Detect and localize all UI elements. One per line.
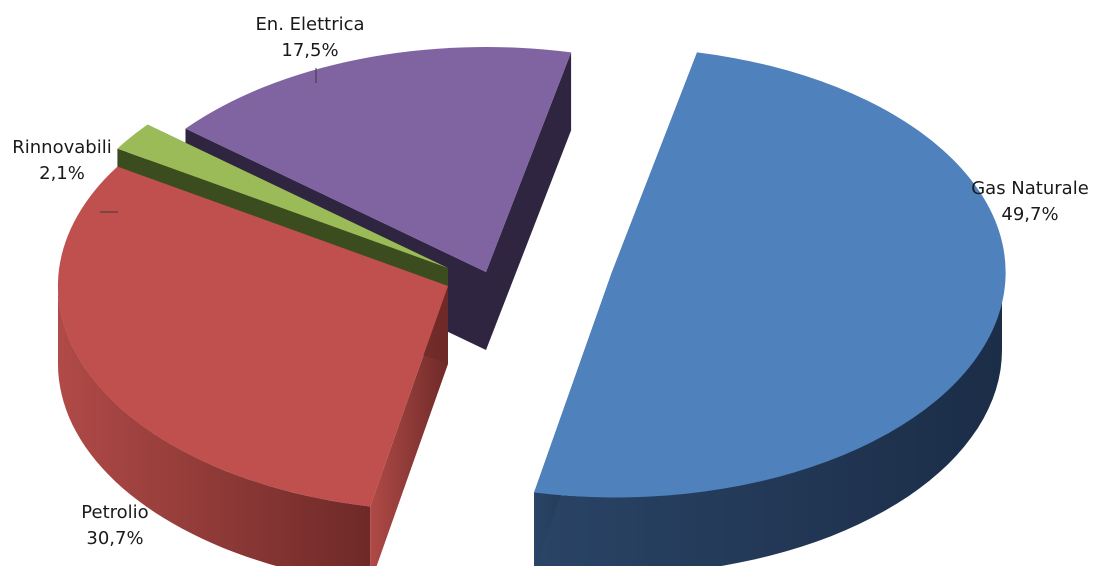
slice-label-value: 49,7% [1001, 204, 1058, 225]
slice-label-name: Petrolio [81, 502, 148, 523]
labels-layer: Gas Naturale 49,7% Petrolio 30,7% Rinnovabil… [12, 14, 1089, 549]
pie-slice-side [58, 286, 371, 566]
pie-slice-top [185, 46, 572, 272]
slice-label-petrolio: Petrolio 30,7% [81, 502, 148, 549]
pie-slice-wall [486, 52, 572, 351]
slice-label-gas-naturale: Gas Naturale 49,7% [971, 178, 1089, 225]
slices-layer [57, 46, 1006, 566]
slice-label-en-elettrica: En. Elettrica 17,5% [255, 14, 364, 61]
pie-slice-side [534, 272, 1002, 566]
slice-label-value: 30,7% [86, 528, 143, 549]
slice-label-value: 17,5% [281, 40, 338, 61]
pie-slice-petrolio [57, 166, 449, 566]
slice-label-value: 2,1% [39, 163, 85, 184]
pie-slice-top [534, 52, 1006, 498]
pie-slice-top [117, 124, 449, 268]
slice-label-name: Rinnovabili [12, 137, 111, 158]
slice-label-name: En. Elettrica [255, 14, 364, 35]
pie-slice-top [57, 166, 448, 507]
pie-slice-gas-naturale [534, 52, 1006, 566]
slice-label-rinnovabili: Rinnovabili 2,1% [12, 137, 111, 184]
slice-label-name: Gas Naturale [971, 178, 1089, 199]
